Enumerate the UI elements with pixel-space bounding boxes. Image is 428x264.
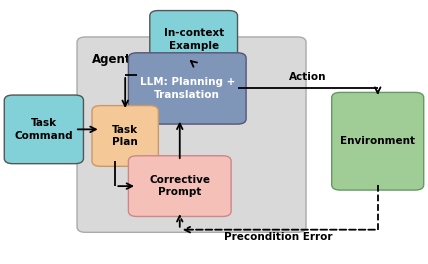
Text: Task
Command: Task Command	[15, 118, 73, 140]
FancyBboxPatch shape	[128, 156, 231, 216]
Text: Precondition Error: Precondition Error	[224, 232, 333, 242]
Text: In-context
Example: In-context Example	[163, 29, 224, 51]
Text: Environment: Environment	[340, 136, 415, 146]
FancyBboxPatch shape	[150, 11, 238, 69]
FancyBboxPatch shape	[128, 53, 246, 124]
Text: Action: Action	[289, 72, 327, 82]
Text: Corrective
Prompt: Corrective Prompt	[149, 175, 210, 197]
FancyBboxPatch shape	[92, 106, 158, 166]
FancyBboxPatch shape	[4, 95, 83, 164]
FancyBboxPatch shape	[332, 92, 424, 190]
Text: Agent: Agent	[92, 53, 131, 66]
Text: LLM: Planning +
Translation: LLM: Planning + Translation	[140, 77, 235, 100]
Text: Task
Plan: Task Plan	[112, 125, 138, 147]
FancyBboxPatch shape	[77, 37, 306, 232]
